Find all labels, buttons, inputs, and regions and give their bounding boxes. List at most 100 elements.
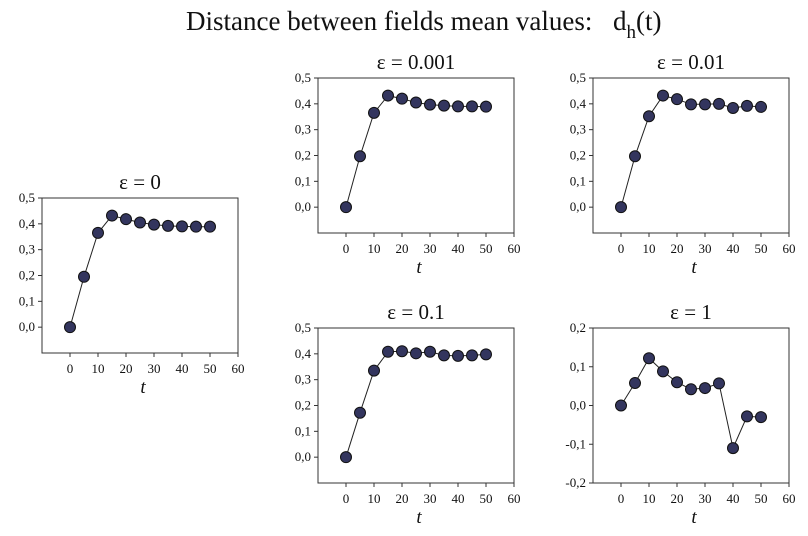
data-point <box>755 411 767 424</box>
y-tick-label: 0,4 <box>295 96 312 111</box>
series-line <box>620 357 762 450</box>
y-tick-label: 0,0 <box>19 319 35 334</box>
formula-argument: (t) <box>636 6 661 36</box>
data-point <box>615 399 627 412</box>
y-tick-label: -0,2 <box>565 475 586 490</box>
x-tick-label: 10 <box>368 491 381 506</box>
x-tick-label: 20 <box>671 241 684 256</box>
chart-panel-5: ε = 1 -0,2 -0,1 0,0 0,1 0,2 0 10 20 30 40 50 60 t <box>565 300 795 528</box>
x-tick-label: 0 <box>618 241 625 256</box>
panel-title: ε = 0.1 <box>387 300 444 324</box>
data-point <box>741 410 753 423</box>
data-point <box>438 99 450 112</box>
data-point <box>466 100 478 113</box>
data-point <box>438 349 450 362</box>
data-point <box>671 376 683 389</box>
data-point <box>615 201 627 214</box>
y-tick-label: 0,2 <box>19 268 35 283</box>
data-point <box>106 209 118 222</box>
y-tick-label: 0,3 <box>295 122 311 137</box>
formula-base: d <box>613 6 627 36</box>
data-point <box>480 348 492 361</box>
x-tick-label: 20 <box>396 491 409 506</box>
data-point <box>657 365 669 378</box>
x-tick-label: 40 <box>452 241 465 256</box>
y-tick-label: 0,3 <box>19 242 35 257</box>
data-point <box>340 451 352 464</box>
data-point <box>741 99 753 112</box>
data-point <box>643 110 655 123</box>
data-point <box>190 220 202 233</box>
y-tick-label: 0,1 <box>19 293 35 308</box>
y-tick-label: 0,3 <box>295 372 311 387</box>
x-tick-label: 30 <box>424 491 437 506</box>
x-tick-label: 50 <box>755 491 768 506</box>
data-point <box>727 101 739 114</box>
chart-panel-3: ε = 0.01 0,0 0,1 0,2 0,3 0,4 0,5 0 10 20 30 40 50 60 t <box>570 50 796 278</box>
data-point <box>148 218 160 231</box>
x-tick-label: 10 <box>643 491 656 506</box>
y-tick-label: 0,1 <box>295 423 311 438</box>
data-point <box>657 89 669 102</box>
x-tick-label: 40 <box>727 241 740 256</box>
x-tick-label: 60 <box>508 491 521 506</box>
data-point <box>466 349 478 362</box>
data-point <box>755 100 767 113</box>
x-tick-label: 30 <box>699 241 712 256</box>
data-point <box>424 98 436 111</box>
data-point <box>64 321 76 334</box>
x-tick-label: 20 <box>671 491 684 506</box>
data-point <box>354 150 366 163</box>
y-tick-label: 0,5 <box>570 70 586 85</box>
y-tick-label: 0,2 <box>570 148 586 163</box>
x-tick-label: 0 <box>67 361 74 376</box>
x-tick-label: 20 <box>396 241 409 256</box>
data-point <box>643 352 655 365</box>
data-point <box>382 345 394 358</box>
data-point <box>713 97 725 110</box>
panel-title: ε = 1 <box>670 300 712 324</box>
x-tick-label: 50 <box>480 491 493 506</box>
x-axis-label: t <box>691 257 697 278</box>
y-tick-label: 0,4 <box>19 216 36 231</box>
x-tick-label: 10 <box>368 241 381 256</box>
x-tick-label: 20 <box>120 361 133 376</box>
data-point <box>176 220 188 233</box>
data-point <box>410 347 422 360</box>
y-tick-label: 0,2 <box>570 320 586 335</box>
y-tick-label: 0,0 <box>295 449 311 464</box>
x-tick-label: 40 <box>452 491 465 506</box>
x-tick-label: 10 <box>92 361 105 376</box>
y-tick-label: 0,5 <box>295 320 311 335</box>
data-point <box>162 219 174 232</box>
data-point <box>382 89 394 102</box>
data-point <box>410 96 422 109</box>
data-point <box>685 383 697 396</box>
data-point <box>134 216 146 229</box>
x-tick-label: 30 <box>424 241 437 256</box>
data-point <box>699 98 711 111</box>
data-point <box>629 150 641 163</box>
y-tick-label: -0,1 <box>565 436 586 451</box>
x-tick-label: 50 <box>755 241 768 256</box>
y-tick-label: 0,0 <box>295 199 311 214</box>
data-point <box>713 377 725 390</box>
x-tick-label: 0 <box>343 491 350 506</box>
y-tick-label: 0,1 <box>570 173 586 188</box>
x-tick-label: 60 <box>508 241 521 256</box>
chart-panel-4: ε = 0.1 0,0 0,1 0,2 0,3 0,4 0,5 0 10 20 30 40 50 60 t <box>295 300 521 528</box>
x-tick-label: 0 <box>618 491 625 506</box>
data-point <box>480 100 492 113</box>
x-axis-label: t <box>140 377 146 398</box>
x-tick-label: 30 <box>148 361 161 376</box>
series-line <box>620 95 762 208</box>
data-point <box>452 100 464 113</box>
data-point <box>424 345 436 358</box>
y-tick-label: 0,0 <box>570 199 586 214</box>
x-axis-label: t <box>416 257 422 278</box>
y-tick-label: 0,5 <box>295 70 311 85</box>
data-point <box>120 213 132 226</box>
x-axis-label: t <box>416 507 422 528</box>
